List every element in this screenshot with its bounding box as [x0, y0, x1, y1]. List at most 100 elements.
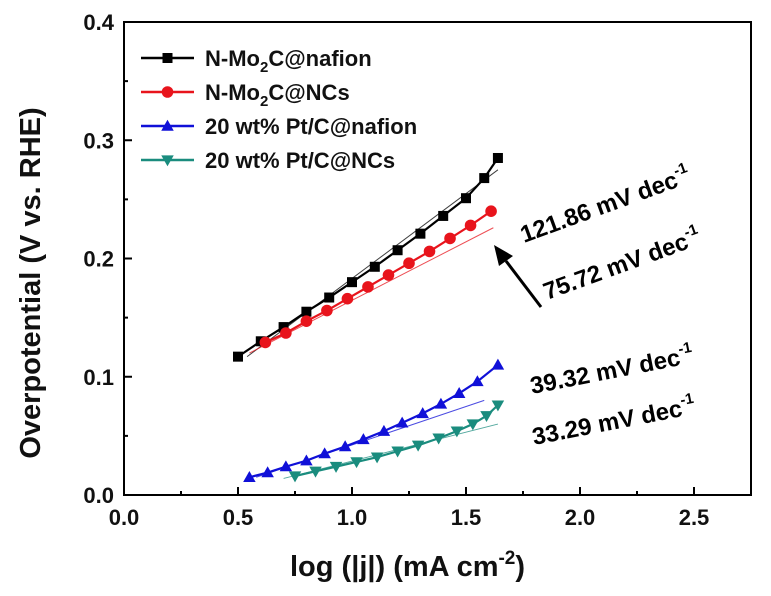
y-tick-label: 0.0 [83, 483, 114, 508]
annotation-nafion-mo2c-main: 121.86 mV dec [517, 167, 682, 249]
data-point [450, 426, 464, 438]
annotation-ncs-mo2c-sup: -1 [682, 221, 700, 242]
y-axis-title: Overpotential (V vs. RHE) [15, 107, 47, 458]
data-point [471, 375, 484, 387]
data-point [480, 411, 493, 423]
data-point [309, 466, 322, 478]
data-point [288, 471, 302, 483]
x-axis-title-sup: -2 [498, 548, 515, 569]
data-point [434, 397, 448, 409]
axis-ticks: 0.0 0.5 1.0 1.5 2.0 2.5 0.0 0.1 0.2 0.3 0.4 [83, 10, 709, 530]
data-point [382, 269, 395, 281]
data-point [370, 452, 384, 464]
data-point [444, 232, 456, 245]
x-axis-title: log (|j|) (mA cm-2) [290, 548, 525, 583]
data-point [338, 440, 352, 452]
annotation-nafion-mo2c-sup: -1 [671, 159, 689, 180]
data-point [278, 322, 289, 333]
data-point [279, 460, 293, 472]
legend-label-3: 20 wt% Pt/C@NCs [205, 148, 395, 173]
slope-annotations: 121.86 mV dec-1 75.72 mV dec-1 39.32 mV … [517, 159, 700, 451]
data-point [321, 304, 333, 317]
data-point [479, 173, 490, 184]
annotation-nafion-pt-main: 39.32 mV dec [528, 344, 682, 400]
data-point [377, 424, 391, 436]
legend-label-subscript: 2 [260, 59, 268, 76]
legend-label-0: N-Mo2C@nafion [205, 46, 372, 76]
data-point [432, 433, 445, 445]
data-point [259, 336, 272, 349]
y-tick-label: 0.3 [83, 128, 114, 153]
data-point [492, 152, 503, 163]
data-point [347, 277, 357, 288]
annotation-ncs-pt-sup: -1 [679, 390, 695, 409]
data-point [392, 245, 403, 256]
y-tick-label: 0.2 [83, 247, 114, 272]
legend-marker-2 [161, 119, 174, 131]
legend-marker-1 [161, 86, 174, 98]
legend-label-part: C@NCs [268, 80, 349, 105]
data-point [233, 351, 243, 362]
data-point [280, 327, 292, 339]
data-point [461, 193, 471, 204]
series-line-0 [237, 157, 499, 358]
series-line-2 [249, 364, 499, 479]
legend-marker-3 [161, 155, 174, 167]
legend-label-part: 20 wt% Pt/C@NCs [205, 148, 395, 173]
series-line-3 [294, 404, 499, 478]
trend-arrow [494, 245, 543, 308]
x-axis-title-main: log (|j|) (mA cm [290, 551, 498, 583]
data-point [324, 292, 335, 303]
legend-label-subscript: 2 [260, 93, 268, 110]
annotation-nafion-pt: 39.32 mV dec-1 [527, 339, 695, 400]
x-axis-title-tail: ) [515, 551, 525, 583]
legend-marker-0 [162, 53, 173, 63]
data-point [415, 228, 426, 239]
data-point [261, 466, 274, 478]
annotation-ncs-pt: 33.29 mV dec-1 [529, 390, 697, 451]
data-point [464, 219, 477, 232]
legend-label-part: C@nafion [268, 46, 371, 71]
legend-label-part: 20 wt% Pt/C@nafion [205, 114, 417, 139]
data-point [466, 419, 480, 431]
data-point [318, 447, 331, 459]
series-line-1 [264, 210, 492, 344]
data-point [369, 261, 380, 272]
annotation-ncs-mo2c-main: 75.72 mV dec [540, 228, 692, 305]
data-point [341, 292, 354, 305]
annotation-nafion-pt-sup: -1 [677, 339, 693, 358]
data-point [391, 446, 404, 458]
annotation-ncs-pt-main: 33.29 mV dec [530, 395, 684, 451]
series-layer [233, 152, 505, 483]
data-point [243, 471, 256, 482]
data-point [395, 416, 409, 428]
x-tick-label: 0.0 [109, 505, 140, 530]
y-tick-label: 0.1 [83, 365, 114, 390]
x-tick-label: 0.5 [223, 505, 254, 530]
x-tick-label: 2.0 [565, 505, 596, 530]
legend-label-2: 20 wt% Pt/C@nafion [205, 114, 417, 139]
data-point [416, 407, 429, 419]
data-point [423, 245, 436, 258]
data-point [403, 257, 415, 270]
data-point [485, 205, 497, 217]
legend-label-part: N-Mo [205, 46, 260, 71]
data-point [357, 433, 370, 445]
data-point [350, 457, 363, 469]
data-point [300, 454, 313, 466]
data-point [491, 358, 505, 370]
data-point [329, 461, 343, 473]
y-tick-label: 0.4 [83, 10, 114, 35]
x-tick-label: 1.5 [451, 505, 482, 530]
legend-label-1: N-Mo2C@NCs [205, 80, 350, 110]
trend-arrow-head [494, 245, 513, 266]
data-point [300, 315, 313, 327]
x-tick-label: 2.5 [679, 505, 710, 530]
data-point [362, 281, 374, 293]
x-tick-label: 1.0 [337, 505, 368, 530]
data-point [411, 440, 425, 452]
trend-arrow-shaft [504, 260, 543, 308]
data-point [491, 400, 505, 412]
